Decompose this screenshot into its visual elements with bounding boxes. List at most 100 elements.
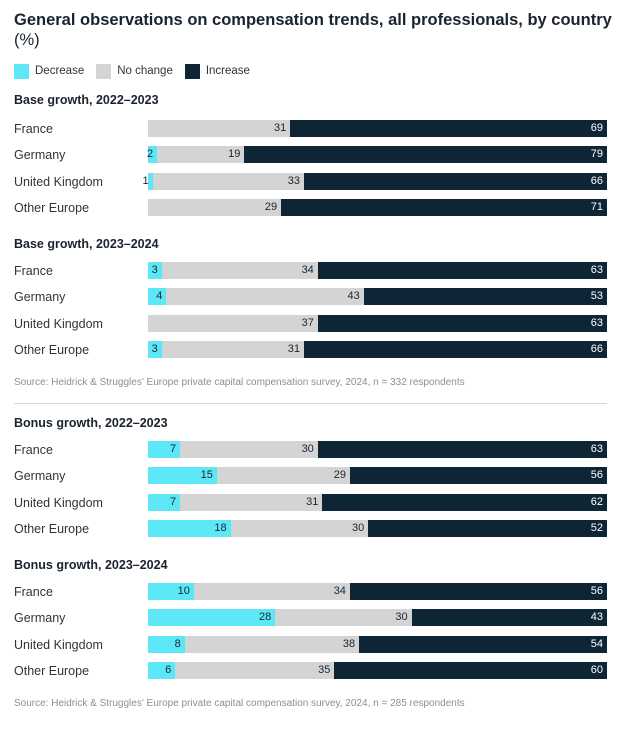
- segment-no-change: 29: [216, 467, 350, 484]
- source-note: Source: Heidrick & Struggles' Europe pri…: [14, 377, 465, 388]
- stacked-bar: 15 29 56: [148, 467, 607, 484]
- row-label: Germany: [14, 469, 66, 483]
- divider: [14, 403, 607, 404]
- stacked-bar: 28 30 43: [148, 609, 607, 626]
- row-label: Germany: [14, 148, 66, 162]
- data-label: 66: [590, 343, 603, 355]
- segment-increase: 79: [244, 146, 607, 163]
- segment-decrease: 2: [147, 146, 158, 163]
- segment-increase: 53: [363, 288, 607, 305]
- data-label: 8: [174, 638, 181, 650]
- legend-item-increase: Increase: [184, 63, 250, 79]
- segment-increase: 66: [304, 173, 607, 190]
- data-label: 29: [333, 469, 346, 481]
- segment-increase: 66: [304, 341, 607, 358]
- chart-title: General observations on compensation tre…: [14, 10, 614, 50]
- segment-no-change: 43: [166, 288, 364, 305]
- row-label: France: [14, 443, 53, 457]
- segment-increase: 54: [359, 636, 607, 653]
- segment-decrease: 15: [148, 467, 217, 484]
- segment-decrease: 7: [148, 494, 181, 511]
- data-label: 54: [590, 638, 603, 650]
- stacked-bar: 8 38 54: [148, 636, 607, 653]
- segment-no-change: 30: [230, 520, 369, 537]
- data-label: 37: [301, 317, 314, 329]
- segment-increase: 69: [290, 120, 607, 137]
- chart-title-unit: (%): [14, 31, 40, 49]
- row-label: France: [14, 585, 53, 599]
- legend-swatch-increase: [184, 63, 200, 79]
- row-label: United Kingdom: [14, 496, 103, 510]
- segment-decrease: 28: [148, 609, 276, 626]
- data-label: 52: [590, 522, 603, 534]
- segment-no-change: 30: [275, 609, 412, 626]
- row-label: Other Europe: [14, 201, 90, 215]
- data-label: 34: [301, 264, 314, 276]
- source-note: Source: Heidrick & Struggles' Europe pri…: [14, 698, 465, 709]
- row-label: France: [14, 264, 53, 278]
- data-label: 6: [165, 664, 172, 676]
- segment-decrease: 3: [148, 262, 162, 279]
- data-label: 1: [142, 175, 149, 187]
- segment-increase: 63: [317, 315, 607, 332]
- section-title: Bonus growth, 2022–2023: [14, 416, 168, 430]
- row-label: Germany: [14, 611, 66, 625]
- data-label: 2: [147, 148, 154, 160]
- data-label: 30: [395, 611, 408, 623]
- data-label: 31: [287, 343, 301, 355]
- segment-decrease: 10: [148, 583, 194, 600]
- segment-no-change: 34: [193, 583, 350, 600]
- row-label: United Kingdom: [14, 317, 103, 331]
- data-label: 7: [170, 496, 177, 508]
- data-label: 33: [287, 175, 301, 187]
- stacked-bar: 6 35 60: [148, 662, 608, 679]
- segment-no-change: 33: [152, 173, 305, 190]
- segment-no-change: 31: [148, 120, 291, 137]
- segment-no-change: 34: [161, 262, 318, 279]
- data-label: 43: [590, 611, 603, 623]
- stacked-bar: 29 71: [148, 199, 607, 216]
- segment-no-change: 38: [184, 636, 360, 653]
- row-label: Germany: [14, 290, 66, 304]
- row-label: Other Europe: [14, 664, 90, 678]
- segment-no-change: 31: [180, 494, 323, 511]
- data-label: 15: [200, 469, 213, 481]
- stacked-bar: 4 43 53: [148, 288, 607, 305]
- segment-no-change: 37: [148, 315, 318, 332]
- row-label: United Kingdom: [14, 638, 103, 652]
- data-label: 30: [301, 443, 314, 455]
- data-label: 35: [318, 664, 331, 676]
- legend-label-decrease: Decrease: [35, 65, 85, 77]
- data-label: 29: [264, 201, 278, 213]
- data-label: 28: [259, 611, 272, 623]
- segment-increase: 52: [368, 520, 607, 537]
- data-label: 7: [170, 443, 177, 455]
- data-label: 38: [342, 638, 356, 650]
- row-label: France: [14, 122, 53, 136]
- data-label: 79: [590, 148, 603, 160]
- data-label: 10: [177, 585, 190, 597]
- data-label: 62: [590, 496, 603, 508]
- data-label: 19: [228, 148, 241, 160]
- stacked-bar: 1 33 66: [142, 173, 607, 190]
- data-label: 63: [590, 317, 603, 329]
- stacked-bar: 2 19 79: [147, 146, 607, 163]
- segment-increase: 43: [411, 609, 607, 626]
- stacked-bar: 7 31 62: [148, 494, 607, 511]
- row-label: United Kingdom: [14, 175, 103, 189]
- segment-decrease: 1: [142, 173, 153, 190]
- row-label: Other Europe: [14, 343, 90, 357]
- section-title: Base growth, 2022–2023: [14, 93, 159, 107]
- legend-swatch-decrease: [14, 63, 29, 79]
- segment-decrease: 4: [148, 288, 167, 305]
- segment-decrease: 18: [148, 520, 231, 537]
- segment-increase: 63: [317, 262, 607, 279]
- segment-increase: 56: [349, 583, 607, 600]
- segment-increase: 60: [334, 662, 608, 679]
- data-label: 18: [214, 522, 227, 534]
- segment-decrease: 7: [148, 441, 181, 458]
- data-label: 43: [347, 290, 360, 302]
- segment-decrease: 6: [148, 662, 176, 679]
- data-label: 3: [151, 264, 158, 276]
- data-label: 34: [333, 585, 346, 597]
